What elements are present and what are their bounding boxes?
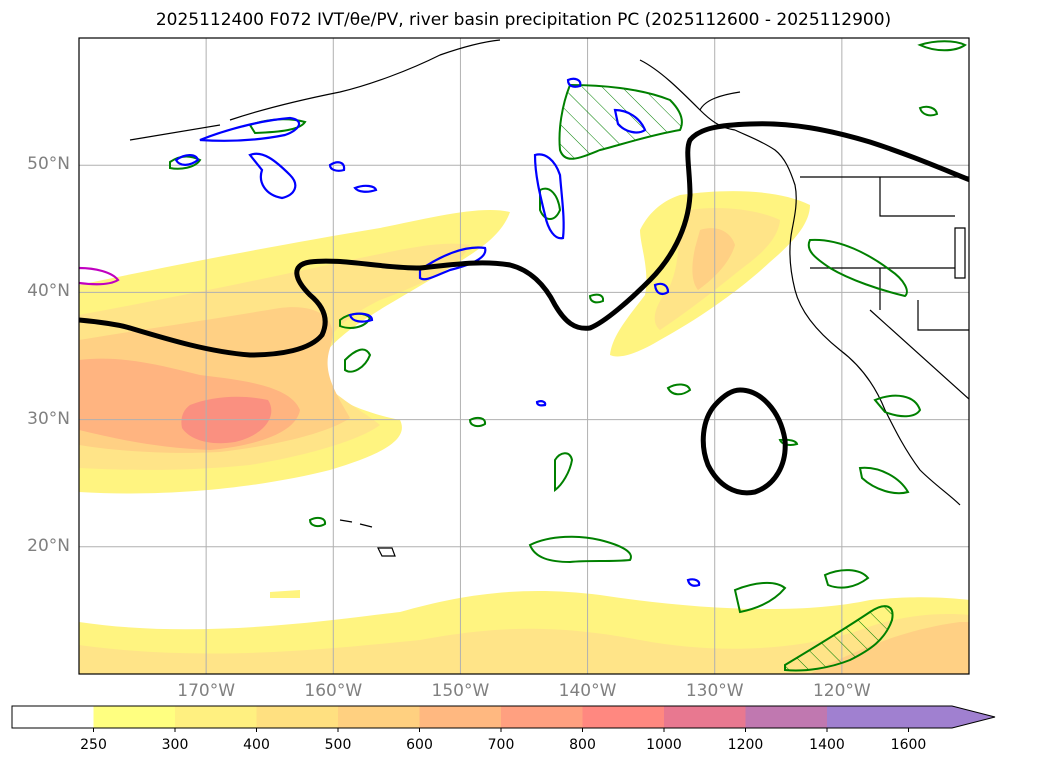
colorbar-segment [175, 706, 257, 728]
theta-contours [79, 121, 969, 496]
colorbar-segment [582, 706, 665, 728]
precip-south-2 [823, 569, 870, 589]
colorbar-segment [745, 706, 828, 728]
lon-tick-label: 130°W [685, 681, 744, 701]
alaska-coast [129, 39, 741, 141]
pv-east [653, 282, 670, 296]
colorbar [11, 705, 996, 732]
colorbar-tick-label: 1200 [727, 737, 764, 753]
pv-bc [566, 77, 582, 88]
colorbar-segment [338, 706, 420, 728]
gridlines [79, 38, 969, 674]
colorbar-segment [256, 706, 339, 728]
magenta-contour [79, 266, 120, 286]
precip-oregon [807, 238, 908, 298]
pv-west-3 [174, 154, 200, 166]
pv-small-5 [535, 400, 547, 407]
colorbar-tick-label: 700 [487, 737, 515, 753]
lon-tick-label: 120°W [812, 681, 871, 701]
colorbar-tick-label: 600 [406, 737, 433, 753]
pv-gulf-ak [533, 153, 565, 240]
lat-tick-label: 50°N [27, 154, 70, 175]
map-title: 2025112400 F072 IVT/θe/PV, river basin p… [155, 10, 892, 30]
ivt-east-inner [692, 228, 735, 290]
precip-baja [858, 466, 910, 495]
precip-small-6 [918, 105, 939, 117]
colorbar-tick-label: 250 [80, 737, 107, 753]
colorbar-tick-label: 1600 [890, 737, 927, 753]
northwest-coast [734, 129, 961, 506]
colorbar-segment [12, 706, 94, 728]
precip-bc-hatched [558, 83, 683, 160]
lat-tick-label: 30°N [27, 408, 70, 429]
pv-west-1 [199, 116, 301, 142]
lon-tick-label: 160°W [304, 681, 363, 701]
lat-tick-label: 20°N [27, 535, 70, 556]
precip-small-3 [308, 516, 327, 528]
colorbar-tick-label: 300 [161, 737, 189, 753]
colorbar-segment [419, 706, 502, 728]
precip-small-7 [917, 40, 967, 52]
pv-small-2 [353, 184, 378, 193]
pv-small-3 [348, 312, 374, 323]
precip-central-2 [344, 348, 372, 373]
colorbar-tick-label: 1400 [809, 737, 845, 753]
colorbar-extend-arrow [908, 706, 995, 728]
colorbar-tick-label: 800 [569, 737, 596, 753]
hawaii-coast [339, 519, 396, 557]
pv-small-4 [686, 578, 701, 587]
colorbar-tick-label: 400 [243, 737, 270, 753]
colorbar-tick-label: 500 [324, 737, 352, 753]
precip-south-hatched [784, 605, 894, 672]
precip-small-1 [468, 416, 487, 428]
ivt-east-small [270, 590, 300, 598]
colorbar-outline [11, 705, 996, 729]
magenta-west [79, 266, 120, 286]
precip-south-1 [733, 582, 787, 614]
lon-tick-label: 170°W [177, 681, 236, 701]
lon-tick-label: 140°W [558, 681, 617, 701]
ivt-band-south-mid [79, 613, 969, 674]
pv-west-2 [248, 152, 297, 200]
colorbar-segment [827, 706, 909, 728]
pv-bc-2 [613, 108, 647, 134]
theta-contour-loop [700, 387, 788, 496]
colorbar-segment [93, 706, 176, 728]
precip-small-4 [588, 293, 605, 304]
precip-mid-1 [554, 452, 574, 492]
precip-contours [169, 40, 967, 672]
colorbar-segment [501, 706, 583, 728]
theta-contour-main [79, 121, 969, 358]
pv-small-1 [328, 161, 346, 172]
precip-gulf-ak [539, 187, 562, 220]
precip-small-2 [666, 383, 692, 396]
lat-tick-label: 40°N [27, 281, 70, 302]
colorbar-segment [664, 706, 746, 728]
lon-tick-label: 150°W [431, 681, 490, 701]
map-frame [78, 37, 970, 675]
colorbar-tick-label: 1000 [646, 737, 682, 753]
precip-ca-1 [873, 394, 922, 418]
precip-mid-2 [528, 535, 632, 564]
coastlines [129, 39, 969, 557]
